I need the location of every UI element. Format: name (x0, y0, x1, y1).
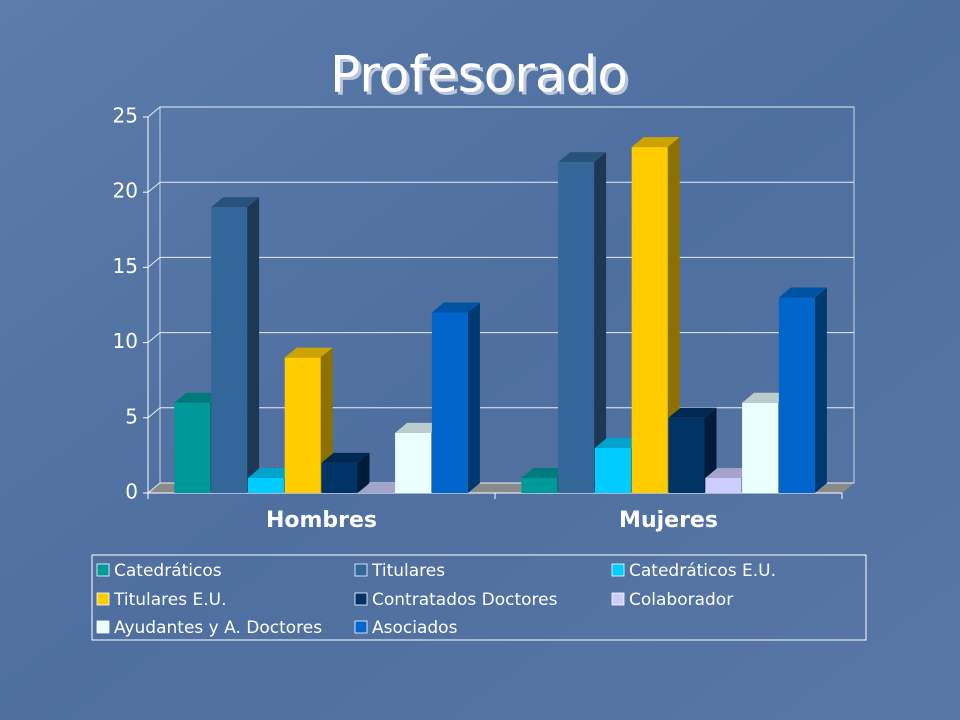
legend-swatch (96, 592, 110, 606)
legend-label: Catedráticos E.U. (629, 561, 776, 581)
y-tick-label: 5 (125, 404, 138, 428)
bar-top (705, 467, 754, 478)
legend-swatch (354, 592, 368, 606)
y-tick-label: 0 (125, 480, 138, 504)
bar-top (395, 422, 444, 433)
bar-top (247, 467, 296, 478)
y-tick-label: 20 (113, 179, 138, 203)
bar (631, 147, 668, 493)
chart-title: Profesorado (330, 46, 628, 104)
y-tick-label: 15 (113, 254, 138, 278)
x-tick-label: Mujeres (619, 508, 718, 533)
bar (668, 417, 705, 493)
bar-side (247, 197, 260, 494)
legend-swatch (611, 563, 625, 577)
bar (742, 402, 779, 493)
x-tick-label: Hombres (266, 508, 377, 533)
bar-top (431, 302, 480, 313)
grid-line (147, 106, 854, 118)
bar-side (814, 287, 827, 493)
grid-line (147, 181, 854, 193)
legend-label: Ayudantes y A. Doctores (114, 618, 322, 638)
bar-side (357, 452, 370, 493)
y-tick-label: 10 (113, 329, 138, 353)
bar-side (667, 137, 680, 493)
bar-top (742, 392, 791, 403)
bar (594, 447, 631, 493)
bar-side (594, 152, 607, 493)
bar-top (631, 137, 680, 148)
bar-top (174, 392, 223, 403)
grid-line (147, 407, 854, 419)
bar-top (594, 437, 643, 448)
bar-side (467, 302, 480, 493)
legend-label: Contratados Doctores (372, 590, 558, 610)
legend-box (91, 554, 867, 641)
legend-label: Catedráticos (114, 561, 222, 581)
bar-top (358, 483, 407, 493)
legend-label: Colaborador (629, 590, 733, 610)
bar (284, 357, 321, 493)
legend-swatch (611, 592, 625, 606)
bar-top (778, 287, 827, 298)
bar (247, 477, 284, 493)
bar (174, 402, 211, 493)
legend-label: Asociados (372, 618, 458, 638)
title-shadow: Profesorado (333, 49, 631, 107)
bar (521, 477, 558, 493)
legend-label: Titulares (371, 561, 445, 581)
legend-swatch (96, 563, 110, 577)
legend-label: Titulares E.U. (113, 590, 227, 610)
bar (211, 207, 248, 494)
bar (431, 312, 468, 493)
bar (558, 162, 595, 493)
bar (705, 477, 742, 493)
legend-swatch (354, 563, 368, 577)
grid-line (147, 256, 854, 268)
bar (395, 432, 432, 493)
bar (321, 462, 358, 493)
bar (778, 297, 815, 493)
bar-top (284, 347, 333, 358)
bar-top (558, 152, 607, 163)
legend-swatch (354, 620, 368, 634)
y-tick-label: 25 (113, 104, 138, 128)
bar-top (521, 467, 570, 478)
bar-top (668, 407, 717, 418)
grid-line (147, 332, 854, 343)
bar-top (321, 452, 370, 463)
bar-top (211, 197, 260, 208)
legend-swatch (96, 620, 110, 634)
